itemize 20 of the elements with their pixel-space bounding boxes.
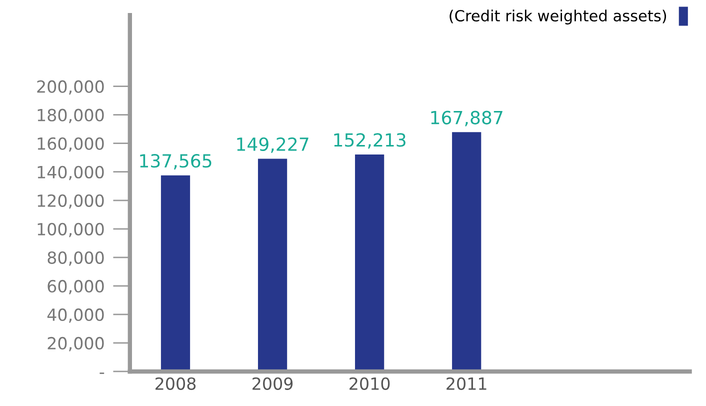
y-tick-label: 40,000 [47,308,104,323]
y-tick-label: 20,000 [48,336,104,352]
x-tick-label: 2008 [156,377,196,390]
x-tick-label: 2009 [252,377,293,390]
text: 137,565 [140,154,212,170]
text: 149,227 [237,137,308,153]
text: 152,213 [334,133,406,149]
y-tick-label: - [100,372,104,374]
y-tick-label: 180,000 [38,108,104,124]
x-tick-label: 2010 [350,377,390,390]
y-tick-label: 140,000 [38,166,104,180]
y-tick-label: 160,000 [38,137,104,152]
y-tick-label: 100,000 [38,222,104,238]
text: 167,887 [431,110,502,126]
y-tick-label: 80,000 [48,251,104,266]
x-tick-label: 2011 [446,377,486,390]
y-tick-label: 60,000 [48,280,104,294]
legend-label: (Credit risk weighted assets) [450,10,666,24]
y-tick-label: 200,000 [37,80,104,95]
y-tick-label: 120,000 [38,194,104,209]
